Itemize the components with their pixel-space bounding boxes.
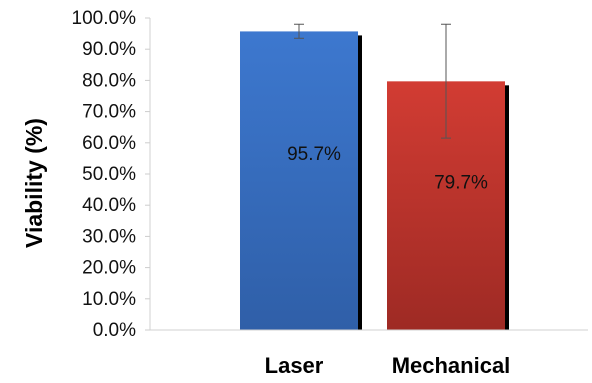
data-label: 79.7% — [434, 172, 488, 193]
y-tick-label: 20.0% — [82, 258, 136, 279]
y-tick-label: 70.0% — [82, 102, 136, 123]
y-tick-label: 50.0% — [82, 164, 136, 185]
y-tick-label: 10.0% — [82, 289, 136, 310]
y-tick-label: 90.0% — [82, 39, 136, 60]
y-tick-label: 80.0% — [82, 70, 136, 91]
bars: 95.7% 79.7% — [240, 23, 509, 330]
x-category-label: Laser — [265, 353, 324, 378]
y-tick-label: 30.0% — [82, 226, 136, 247]
y-axis-ticks: 0.0% 10.0% 20.0% 30.0% 40.0% 50.0% 60.0% 70.0% 8… — [72, 8, 151, 341]
bar-laser — [240, 31, 358, 330]
y-tick-label: 100.0% — [72, 8, 137, 29]
y-tick-label: 40.0% — [82, 195, 136, 216]
x-category-label: Mechanical — [392, 353, 511, 378]
y-tick-label: 60.0% — [82, 133, 136, 154]
data-label: 95.7% — [287, 144, 341, 165]
x-axis-categories: Laser Mechanical — [265, 353, 511, 378]
y-axis-label: Viability (%) — [21, 118, 47, 248]
y-tick-label: 0.0% — [93, 320, 136, 341]
